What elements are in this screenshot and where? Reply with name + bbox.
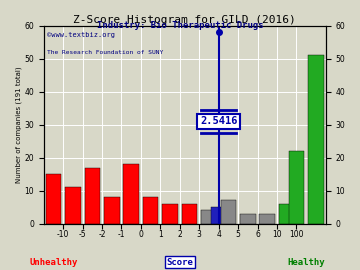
Bar [162,204,178,224]
Bar [65,187,81,224]
Text: The Research Foundation of SUNY: The Research Foundation of SUNY [46,49,163,55]
Bar [279,204,294,224]
Bar [289,151,304,224]
Text: Healthy: Healthy [287,258,325,266]
Text: ©www.textbiz.org: ©www.textbiz.org [46,32,114,38]
Bar [211,207,226,224]
Bar [143,197,158,224]
Bar [201,210,217,224]
Bar [308,55,324,224]
Bar [182,204,197,224]
Bar [221,201,236,224]
Bar [85,167,100,224]
Title: Z-Score Histogram for GILD (2016): Z-Score Histogram for GILD (2016) [73,15,296,25]
Bar [240,214,256,224]
Bar [260,214,275,224]
Bar [46,174,61,224]
Text: Unhealthy: Unhealthy [30,258,78,266]
Bar [123,164,139,224]
Text: Industry: Bio Therapeutic Drugs: Industry: Bio Therapeutic Drugs [97,21,263,30]
Text: Score: Score [167,258,193,266]
Text: 2.5416: 2.5416 [200,116,237,126]
Y-axis label: Number of companies (191 total): Number of companies (191 total) [15,66,22,183]
Bar [104,197,120,224]
